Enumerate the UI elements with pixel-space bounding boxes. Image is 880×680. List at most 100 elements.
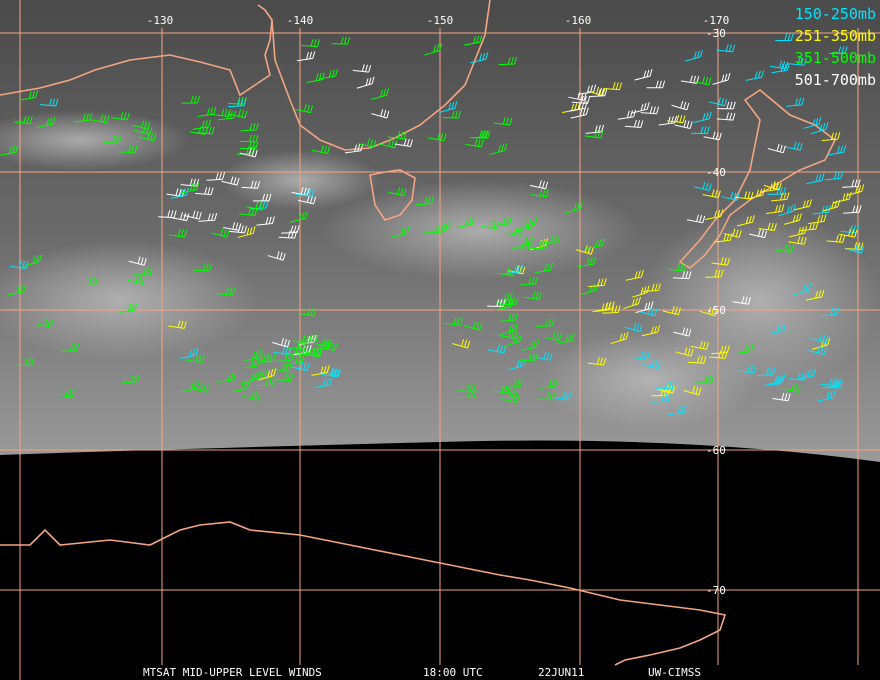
wind-barb (842, 179, 861, 188)
wind-barb (656, 381, 675, 390)
wind-barb (631, 102, 650, 114)
wind-barb (788, 57, 807, 66)
wind-barb (703, 131, 722, 141)
wind-barb (60, 343, 80, 352)
wind-barb (504, 264, 524, 275)
wind-barb (442, 110, 462, 119)
wind-barb (121, 374, 140, 384)
wind-barb (494, 292, 513, 304)
wind-barb (586, 238, 605, 250)
wind-barb (686, 214, 706, 224)
wind-barb (487, 299, 506, 307)
wind-barb (760, 182, 779, 193)
wind-barb (784, 141, 803, 151)
wind-barb (602, 305, 621, 314)
wind-barb (181, 95, 200, 104)
wind-barb (388, 187, 407, 197)
latitude-label: -70 (706, 584, 726, 597)
wind-barb (275, 373, 294, 382)
wind-barb (499, 323, 518, 336)
wind-barb (493, 117, 513, 126)
wind-barb (641, 325, 661, 337)
wind-barb (588, 88, 608, 98)
wind-barb (242, 371, 261, 384)
latitude-label: -60 (706, 444, 726, 457)
wind-barb (667, 263, 687, 272)
wind-barb (775, 244, 794, 253)
wind-barb (732, 296, 751, 305)
wind-barb (499, 297, 519, 306)
wind-barb (37, 116, 56, 128)
wind-barb (371, 88, 390, 100)
wind-barb (705, 269, 724, 278)
wind-barb (712, 72, 731, 85)
wind-barb (763, 180, 782, 191)
wind-barb (646, 80, 666, 89)
wind-barb (504, 227, 523, 237)
wind-barb (736, 215, 755, 227)
wind-barb (674, 119, 693, 129)
wind-barb (289, 211, 308, 223)
wind-barb (181, 381, 200, 393)
wind-barb (808, 214, 827, 225)
wind-barb (838, 228, 858, 238)
wind-barb (471, 130, 491, 139)
longitude-label: -160 (565, 14, 592, 27)
wind-barb (846, 244, 865, 254)
wind-barb (821, 307, 840, 317)
longitude-label: -140 (287, 14, 314, 27)
wind-barb (303, 348, 323, 358)
wind-barb (463, 35, 483, 46)
wind-barb (499, 330, 518, 339)
wind-barb (652, 393, 671, 403)
wind-barb (693, 181, 712, 192)
wind-barb (170, 212, 190, 222)
legend-entry: 501-700mb (795, 71, 876, 89)
wind-barb (624, 322, 643, 333)
wind-barb (388, 130, 407, 140)
wind-barb (793, 199, 813, 211)
wind-barb (827, 145, 847, 156)
wind-barb (358, 138, 377, 148)
footer-product: MTSAT MID-UPPER LEVEL WINDS (143, 666, 322, 679)
wind-barb (275, 353, 294, 362)
wind-barb (817, 390, 836, 402)
wind-barb (642, 359, 661, 370)
wind-barb (717, 101, 736, 110)
wind-barb (314, 377, 333, 389)
wind-barb (702, 189, 721, 199)
wind-barb (487, 344, 507, 354)
wind-barb (7, 284, 27, 296)
wind-barb (684, 49, 703, 62)
wind-barb (501, 394, 520, 403)
wind-barb (286, 355, 305, 366)
wind-barb (810, 122, 829, 135)
wind-barb (464, 321, 483, 331)
wind-barb (556, 333, 575, 344)
wind-barb (311, 365, 330, 376)
wind-barb (56, 389, 75, 398)
wind-barb (523, 291, 542, 300)
wind-barb (216, 287, 236, 296)
wind-barb (180, 348, 199, 360)
wind-barb (668, 405, 687, 416)
wind-barb (631, 285, 650, 298)
wind-barb (642, 283, 661, 292)
wind-barb (709, 97, 728, 107)
longitude-label: -170 (703, 14, 730, 27)
wind-barb (252, 193, 272, 202)
wind-barb (587, 86, 606, 97)
wind-barb (634, 69, 653, 81)
wind-barb (806, 173, 825, 185)
wind-barb (158, 210, 177, 219)
wind-barb (603, 82, 622, 91)
wind-barb (570, 107, 589, 119)
wind-barb (181, 182, 200, 194)
wind-barb (721, 191, 740, 201)
wind-barb (228, 98, 247, 108)
wind-barb (568, 92, 587, 101)
wind-barb (293, 335, 312, 345)
wind-barb (596, 301, 615, 312)
wind-barb (452, 339, 471, 349)
wind-barb (319, 69, 338, 80)
